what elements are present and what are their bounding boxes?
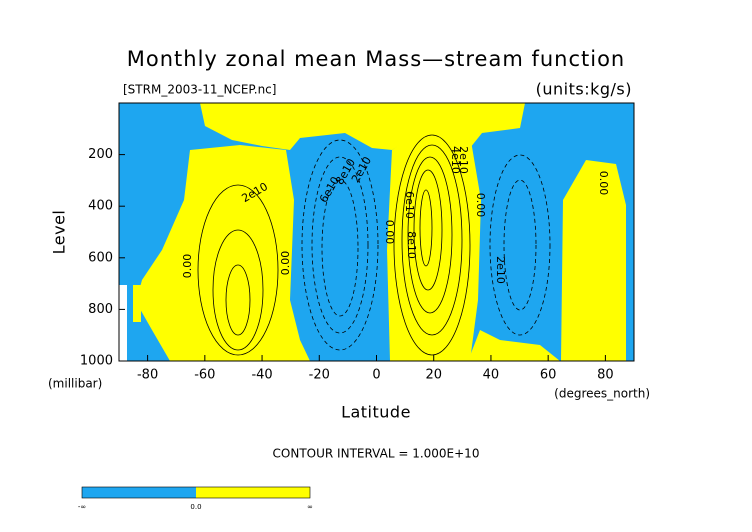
y-tick-label: 200 [88, 147, 113, 162]
contour-label: 0.00 [181, 254, 194, 279]
y-tick-label: 800 [88, 302, 113, 317]
subtitle-left: [STRM_2003-11_NCEP.nc] [123, 83, 276, 97]
contour-interval-note: CONTOUR INTERVAL = 1.000E+10 [273, 447, 480, 461]
colorbar-label: ∞ [307, 503, 313, 511]
missing-region [119, 285, 127, 361]
x-tick-label: 0 [372, 368, 380, 383]
contour-lines [197, 134, 551, 356]
y-tick-label: 400 [88, 199, 113, 214]
y-axis-units: (millibar) [48, 377, 102, 391]
x-tick-label: 80 [597, 368, 614, 383]
x-tick-label: -40 [251, 368, 272, 383]
x-tick-label: 60 [540, 368, 557, 383]
x-tick-label: -60 [194, 368, 215, 383]
colorbar-label: -∞ [78, 503, 86, 511]
x-tick-label: 20 [425, 368, 442, 383]
chart-title: Monthly zonal mean Mass—stream function [127, 47, 625, 71]
x-axis-units: (degrees_north) [554, 387, 650, 401]
x-axis-label: Latitude [341, 403, 411, 422]
x-tick-label: 40 [483, 368, 500, 383]
contour-label: 2e10 [494, 256, 507, 284]
y-tick-label: 600 [88, 250, 113, 265]
x-tick-label: -20 [309, 368, 330, 383]
colorbar: -∞ 0.0 ∞ [78, 486, 313, 511]
contour-label: 0.00 [279, 251, 292, 276]
contour-label: 6e10 [403, 191, 416, 219]
contour-label: 0.00 [474, 193, 487, 218]
colorbar-negative [82, 487, 196, 498]
colorbar-label: 0.0 [190, 503, 201, 511]
contour-label: 2e10 [457, 146, 470, 174]
contour-label: 8e10 [405, 231, 418, 259]
contour-label: 0.00 [597, 171, 610, 196]
colorbar-frame [81, 486, 311, 499]
contour-label: 4e10 [449, 146, 462, 174]
y-tick-label: 1000 [80, 354, 113, 369]
contour-label: 0.00 [383, 220, 396, 245]
subtitle-right: (units:kg/s) [536, 80, 632, 99]
y-axis-label: Level [50, 210, 69, 255]
colorbar-positive [196, 487, 310, 498]
plot-area [118, 102, 635, 362]
x-tick-label: -80 [137, 368, 158, 383]
